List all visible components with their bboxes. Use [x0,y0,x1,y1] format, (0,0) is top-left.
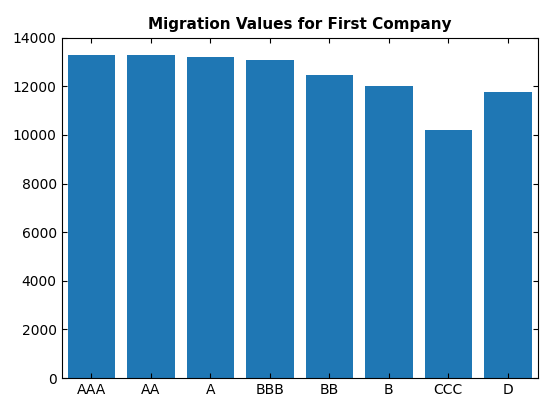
Bar [484,92,531,378]
Bar [246,60,293,378]
Bar [306,76,353,378]
Bar [424,130,472,378]
Bar [68,55,115,378]
Title: Migration Values for First Company: Migration Values for First Company [148,18,451,32]
Bar [127,55,175,378]
Bar [186,57,234,378]
Bar [365,87,413,378]
